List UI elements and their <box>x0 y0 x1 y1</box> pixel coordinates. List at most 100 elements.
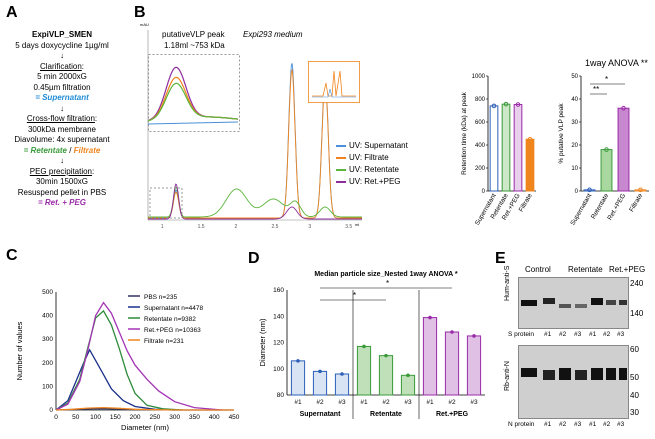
median-point <box>428 315 432 320</box>
group-label: Ret.+PEG <box>436 411 469 418</box>
median-point <box>384 353 388 358</box>
y-axis-label: % putative VLP peak <box>558 103 565 164</box>
replicate-label: #1 <box>426 399 434 406</box>
inset-trace-supernatant <box>148 121 239 125</box>
y-tick-label: 500 <box>42 289 53 296</box>
group-label: Retentate <box>370 411 402 418</box>
lane-top-1: #1 <box>544 331 552 338</box>
median-point <box>472 334 476 338</box>
panel-label-c: C <box>6 247 18 264</box>
bar-point <box>515 102 521 107</box>
lane-top-2: #2 <box>559 331 567 338</box>
median-bar <box>378 355 394 396</box>
mw-30: 30 <box>630 408 639 417</box>
cff-heading: Cross-flow filtration: <box>26 114 98 123</box>
legend-label: Filtrate n=231 <box>144 338 184 345</box>
median-point <box>296 359 300 363</box>
median-point <box>362 344 366 349</box>
chart-title: Median particle size_Nested 1way ANOVA * <box>314 271 458 278</box>
panel-label-e: E <box>495 250 506 267</box>
lane-bot-6: #3 <box>617 421 625 428</box>
series-line <box>55 348 175 411</box>
y-tick-label: 0 <box>482 189 486 195</box>
x-category-label: Filtrate <box>628 192 644 213</box>
clarification-step-1: 5 min 2000xG <box>37 72 87 81</box>
replicate-label: #1 <box>360 399 368 406</box>
bar-supernatant <box>583 189 596 192</box>
lane-top-6: #3 <box>617 331 625 338</box>
replicate-label: #2 <box>316 399 324 406</box>
peg-heading: PEG precipitation: <box>29 166 95 176</box>
x-tick-label: 50 <box>72 414 80 421</box>
chrom-xtick: 2.5 <box>271 224 278 230</box>
lane-bot-0: N protein <box>508 421 535 428</box>
y-tick-label: 100 <box>42 383 53 390</box>
protocol-panel: ExpiVLP_SMEN 5 days doxycycline 1µg/ml ↓… <box>2 30 122 209</box>
median-bar <box>400 374 416 396</box>
legend-label: Ret.+PEG n=10363 <box>144 327 201 334</box>
y-tick-label: 140 <box>273 313 284 320</box>
y-axis-label: Diameter (nm) <box>258 318 267 366</box>
inset-zoom <box>148 54 240 132</box>
trace-retpeg <box>148 183 362 220</box>
median-point <box>450 330 454 334</box>
median-bar <box>334 373 350 396</box>
sig-star: * <box>353 291 356 300</box>
sig-stars: ** <box>593 85 599 94</box>
x-tick-label: 150 <box>110 414 121 421</box>
y-axis-label: Number of values <box>15 321 24 380</box>
x-tick-label: 250 <box>149 414 160 421</box>
y-tick-label: 30 <box>571 120 578 126</box>
legend-label: Retentate n=9382 <box>144 316 196 323</box>
bar-point <box>587 187 592 193</box>
y-tick-label: 40 <box>571 97 578 103</box>
arrow-1: ↓ <box>60 51 64 60</box>
replicate-label: #3 <box>404 399 412 406</box>
retention-bar-chart: 02004006008001000SupernatantRetentateRet… <box>461 74 536 227</box>
x-tick-label: 200 <box>130 414 141 421</box>
x-tick-label: 0 <box>54 414 58 421</box>
lane-bot-2: #2 <box>559 421 567 428</box>
group-control: Control <box>525 265 551 274</box>
bar-point <box>638 187 643 193</box>
group-label: Supernatant <box>300 411 342 418</box>
median-bar <box>312 370 328 396</box>
chrom-xtick: 3 <box>308 224 311 230</box>
size-distribution-chart: 0 100 200 300 400 500 0 50 100 150 200 250 300 350 400… <box>15 289 240 432</box>
western-blot: Control Retentate Ret.+PEG Hum-anti-S 24… <box>504 263 653 435</box>
y-tick-label: 1000 <box>472 74 486 80</box>
sig-star: * <box>605 75 608 84</box>
clarification-step-2: 0.45µm filtration <box>33 82 91 92</box>
bar-retpeg <box>617 107 630 192</box>
median-point <box>318 369 322 374</box>
bar-filtrate <box>525 138 535 192</box>
x-category-label: Supernatant <box>569 192 593 226</box>
median-bar <box>422 317 438 396</box>
bar-point <box>503 101 509 107</box>
bar-point <box>491 103 497 109</box>
y-tick-label: 400 <box>475 143 486 149</box>
x-tick-label: 350 <box>189 414 200 421</box>
legend-label: Supernatant n=4478 <box>144 305 203 312</box>
series-line <box>55 309 183 411</box>
lane-bot-3: #3 <box>574 421 582 428</box>
x-tick-label: 400 <box>209 414 220 421</box>
blot-bottom-image <box>518 345 629 419</box>
y-tick-label: 300 <box>42 336 53 343</box>
hum-anti-s-label: Hum-anti-S <box>504 265 511 301</box>
replicate-label: #3 <box>338 399 346 406</box>
lane-top-0: S protein <box>508 331 535 338</box>
median-bar <box>356 345 372 396</box>
lane-top-5: #2 <box>603 331 611 338</box>
x-tick-label: 300 <box>169 414 180 421</box>
x-tick-label: 450 <box>229 414 240 421</box>
mw-140: 140 <box>630 309 644 318</box>
y-tick-label: 100 <box>273 366 284 373</box>
panel-label-a: A <box>6 4 18 21</box>
bar-supernatant <box>489 105 499 192</box>
mau-label: mAU <box>140 22 149 27</box>
medium-label: Expi293 medium <box>243 30 303 39</box>
protocol-title: ExpiVLP_SMEN <box>31 30 92 39</box>
lane-bot-1: #1 <box>544 421 552 428</box>
